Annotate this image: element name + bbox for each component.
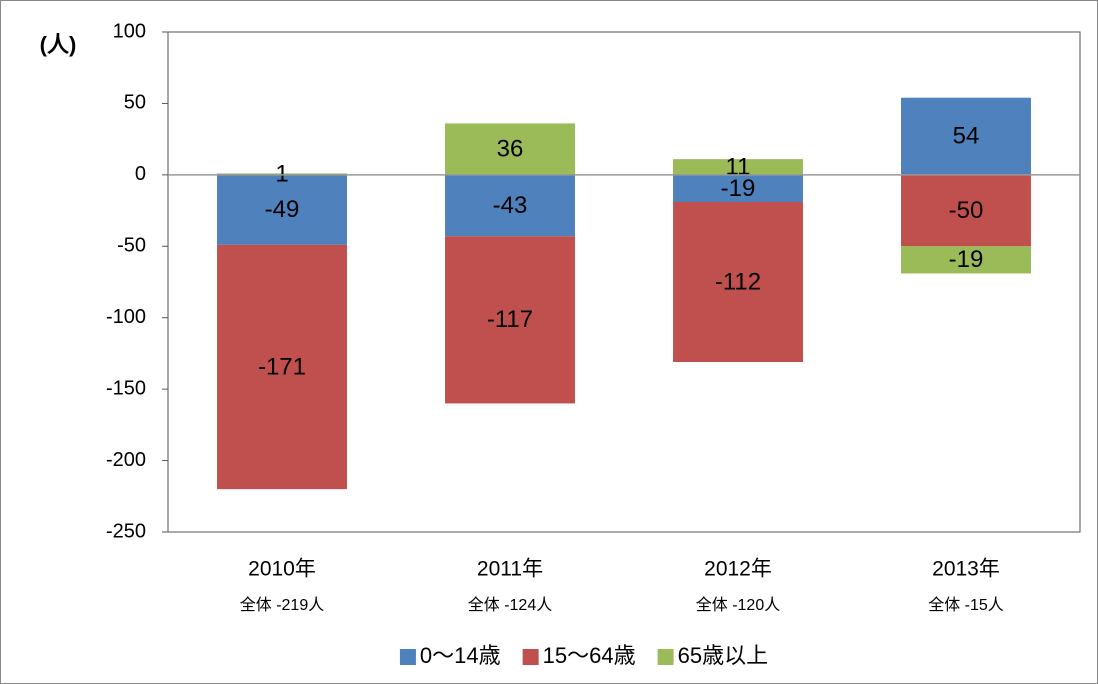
legend-swatch — [522, 649, 539, 665]
legend-swatch — [399, 649, 416, 665]
data-label: -50 — [949, 197, 984, 224]
x-sublabel: 全体 -219人 — [240, 596, 324, 614]
data-label: 11 — [726, 153, 751, 180]
data-label: 54 — [953, 123, 980, 150]
bar-segment — [217, 244, 347, 490]
x-tick-label: 2013年 — [932, 558, 1000, 581]
bar-segment — [673, 174, 803, 202]
x-tick-label: 2011年 — [477, 558, 543, 581]
y-tick-label: 50 — [124, 92, 146, 114]
bar-segment — [901, 97, 1031, 175]
y-tick-label: -200 — [106, 449, 146, 471]
bar-segment — [901, 246, 1031, 274]
plot-area — [167, 31, 1081, 533]
data-label: -19 — [721, 175, 756, 202]
bar-segment — [445, 174, 575, 237]
bar-segment — [217, 174, 347, 245]
y-tick-label: -150 — [106, 377, 146, 399]
x-tick-label: 2012年 — [704, 558, 772, 581]
data-label: -43 — [493, 192, 528, 219]
data-label: 1 — [275, 160, 288, 187]
data-label: -117 — [487, 306, 533, 333]
y-tick-label: 0 — [135, 163, 146, 185]
data-label: 36 — [497, 135, 524, 162]
legend-swatch — [657, 649, 674, 665]
data-label: -49 — [265, 196, 300, 223]
bar-segment — [445, 123, 575, 175]
legend-label: 65歳以上 — [678, 643, 768, 668]
data-label: -19 — [949, 246, 984, 273]
y-tick-label: -100 — [106, 306, 146, 328]
y-tick-label: -50 — [117, 235, 146, 257]
x-sublabel: 全体 -124人 — [468, 596, 552, 614]
bar-segment — [673, 202, 803, 362]
x-tick-label: 2010年 — [248, 558, 316, 581]
x-sublabel: 全体 -15人 — [928, 596, 1004, 614]
legend-label: 0〜14歳 — [420, 643, 501, 668]
x-sublabel: 全体 -120人 — [696, 596, 780, 614]
y-tick-label: 100 — [113, 20, 146, 42]
data-label: -171 — [258, 353, 306, 380]
legend-label: 15〜64歳 — [543, 643, 636, 668]
bar-segment — [673, 159, 803, 175]
y-axis-label: (人) — [40, 32, 77, 57]
y-tick-label: -250 — [106, 520, 146, 542]
bar-segment — [445, 236, 575, 404]
data-label: -112 — [715, 268, 761, 295]
bar-segment — [901, 174, 1031, 247]
